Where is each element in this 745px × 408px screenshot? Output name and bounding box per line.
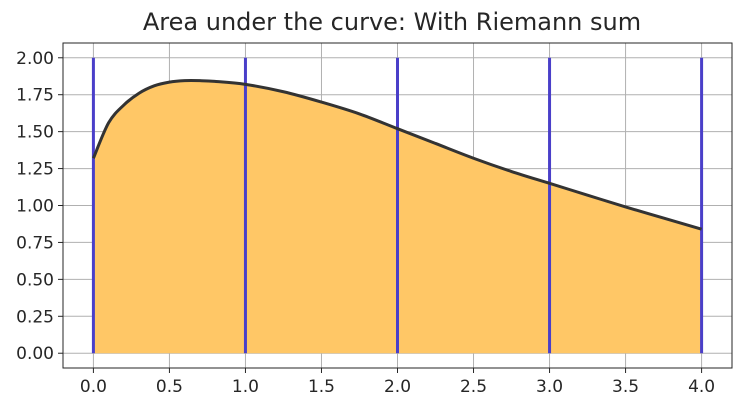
y-tick-label: 0.25 (16, 307, 54, 327)
x-tick-label: 2.5 (460, 377, 487, 397)
y-tick-label: 2.00 (16, 49, 54, 69)
y-axis-ticks: 0.00 0.25 0.50 0.75 1.00 1.25 1.50 1.75 2.00 (16, 49, 63, 364)
y-tick-label: 1.50 (16, 123, 54, 143)
x-tick-label: 0.0 (80, 377, 107, 397)
y-tick-label: 0.00 (16, 344, 54, 364)
x-tick-label: 3.0 (536, 377, 563, 397)
x-tick-label: 3.5 (612, 377, 639, 397)
x-tick-label: 4.0 (688, 377, 715, 397)
y-tick-label: 1.25 (16, 160, 54, 180)
y-tick-label: 0.75 (16, 233, 54, 253)
x-tick-label: 1.0 (232, 377, 259, 397)
x-axis-ticks: 0.0 0.5 1.0 1.5 2.0 2.5 3.0 3.5 4.0 (80, 368, 715, 397)
x-tick-label: 1.5 (308, 377, 335, 397)
y-tick-label: 1.75 (16, 86, 54, 106)
curve-line (92, 79, 703, 231)
y-tick-label: 0.50 (16, 270, 54, 290)
riemann-lines (91, 57, 704, 354)
x-tick-label: 0.5 (156, 377, 183, 397)
chart-title: Area under the curve: With Riemann sum (143, 8, 641, 36)
x-tick-label: 2.0 (384, 377, 411, 397)
y-tick-label: 1.00 (16, 197, 54, 217)
